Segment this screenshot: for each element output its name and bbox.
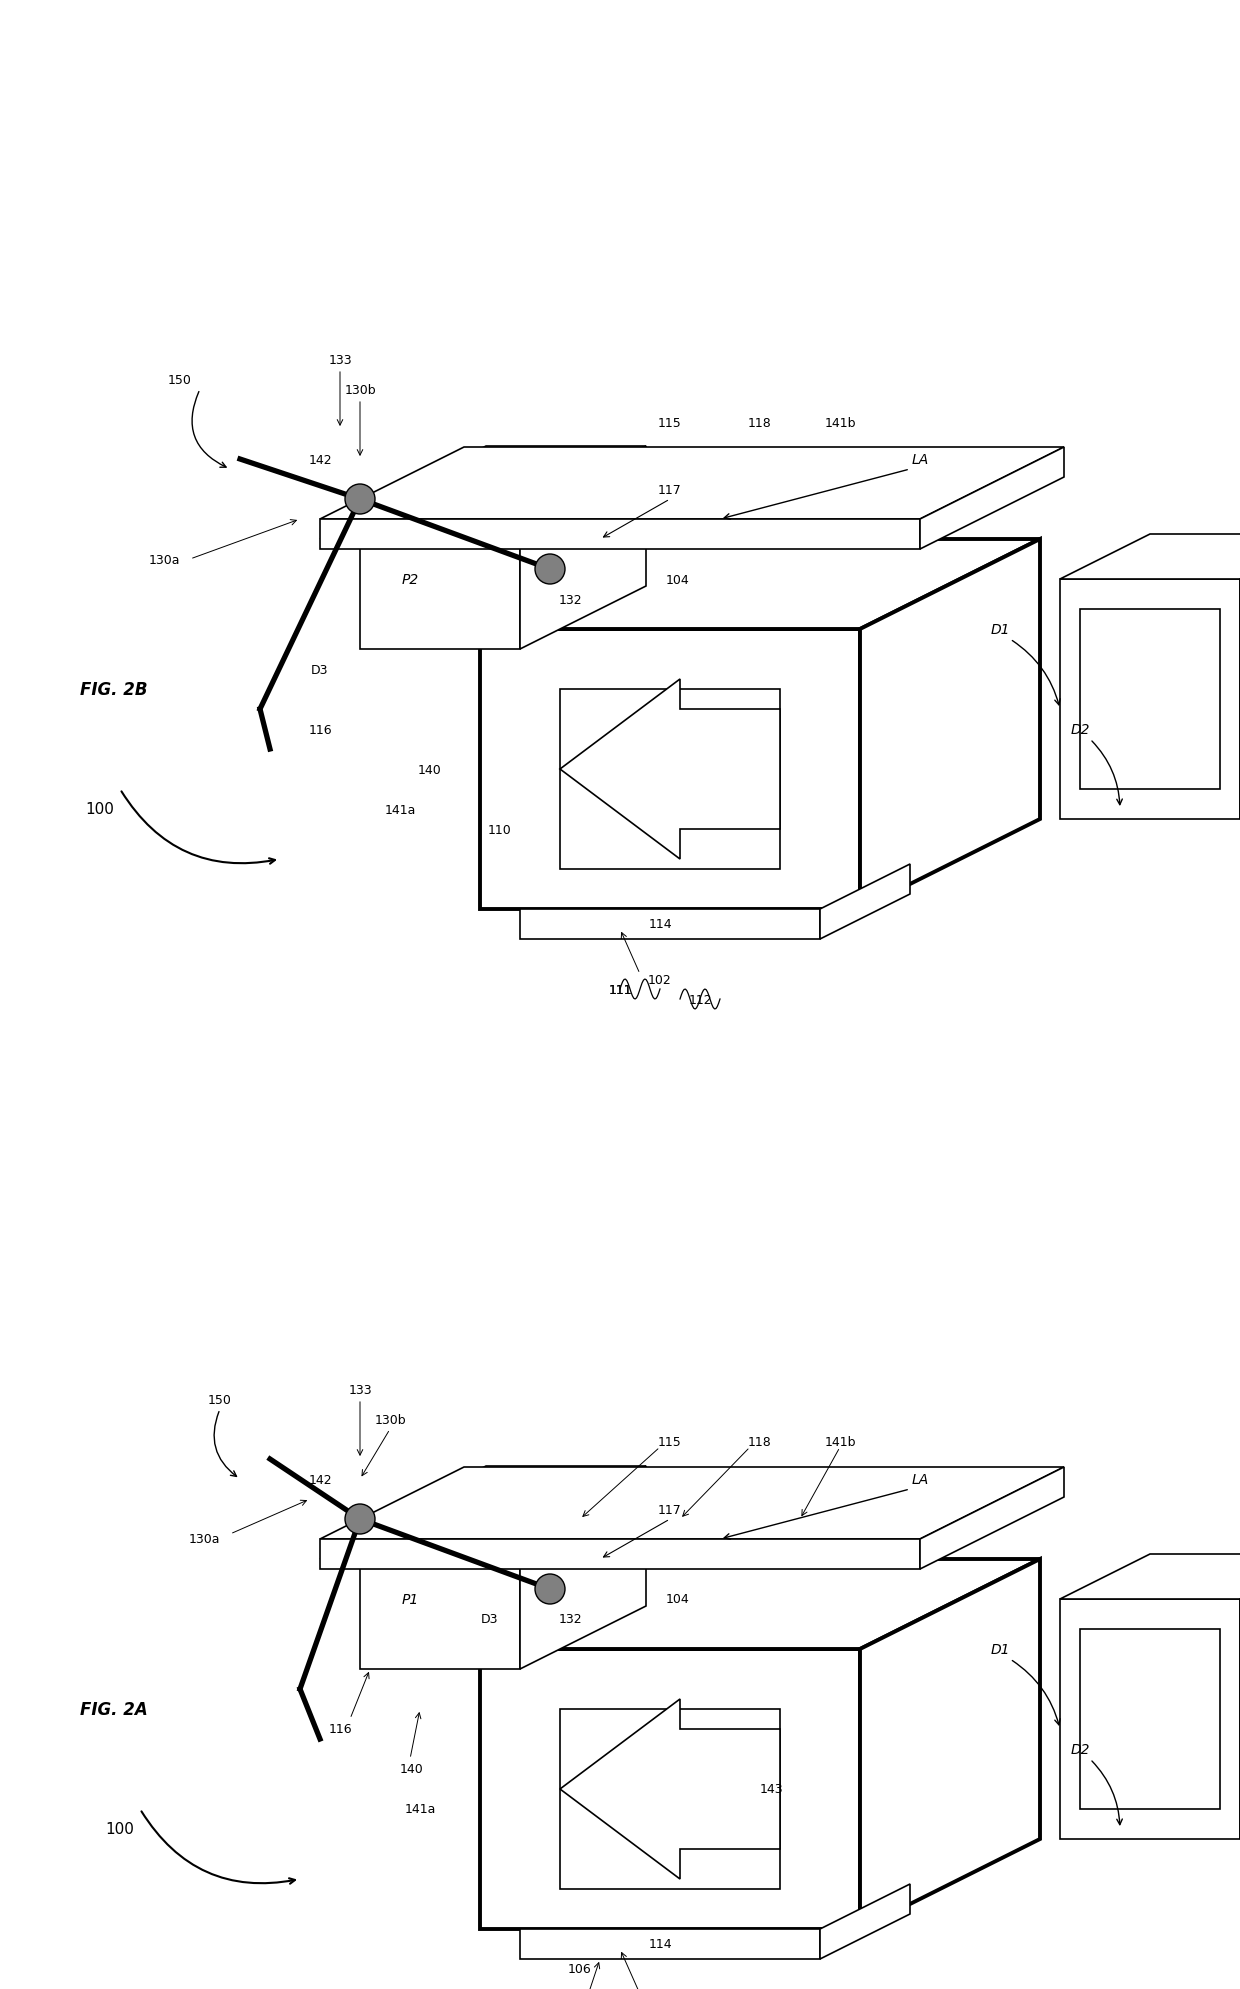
Circle shape (345, 1504, 374, 1534)
Polygon shape (560, 1709, 780, 1890)
Text: 132: 132 (558, 593, 582, 607)
Text: 142: 142 (309, 453, 332, 465)
Text: P1: P1 (402, 1593, 419, 1607)
Circle shape (345, 485, 374, 515)
Polygon shape (520, 1929, 820, 1959)
Polygon shape (560, 680, 780, 859)
Text: 150: 150 (208, 1392, 232, 1406)
Polygon shape (320, 1539, 920, 1569)
Text: 112: 112 (688, 993, 712, 1006)
Text: D1: D1 (991, 1643, 1009, 1657)
Text: 132: 132 (558, 1613, 582, 1625)
Text: 100: 100 (105, 1822, 134, 1836)
Text: 130b: 130b (374, 1412, 405, 1426)
Text: 141b: 141b (825, 416, 856, 430)
Text: 118: 118 (748, 416, 771, 430)
Text: 141b: 141b (825, 1436, 856, 1448)
Text: D2: D2 (1070, 722, 1090, 736)
Text: 130a: 130a (188, 1534, 219, 1545)
Text: 140: 140 (418, 764, 441, 776)
Text: 106: 106 (568, 1963, 591, 1975)
Polygon shape (1060, 1553, 1240, 1599)
Text: D3: D3 (481, 1613, 498, 1625)
Text: 110: 110 (489, 823, 512, 835)
Polygon shape (820, 865, 910, 939)
Polygon shape (480, 539, 1040, 631)
Polygon shape (1080, 1629, 1220, 1810)
Text: 115: 115 (658, 416, 682, 430)
Polygon shape (820, 1884, 910, 1959)
Polygon shape (1060, 535, 1240, 579)
Text: 117: 117 (658, 1504, 682, 1516)
Polygon shape (480, 1649, 861, 1929)
Polygon shape (920, 1468, 1064, 1569)
Text: 140: 140 (401, 1762, 424, 1776)
Text: 133: 133 (329, 354, 352, 366)
Polygon shape (360, 509, 520, 650)
Text: 100: 100 (86, 802, 114, 817)
Text: P2: P2 (402, 573, 419, 587)
Polygon shape (320, 1514, 1011, 1559)
Text: 111: 111 (608, 983, 632, 996)
Text: LA: LA (911, 1472, 929, 1486)
Text: 130a: 130a (149, 553, 180, 567)
Text: 141a: 141a (404, 1802, 435, 1816)
Text: 116: 116 (329, 1722, 352, 1736)
Polygon shape (861, 539, 1040, 909)
Text: 114: 114 (649, 1937, 672, 1951)
Circle shape (534, 1573, 565, 1605)
Polygon shape (560, 690, 780, 869)
Text: D1: D1 (991, 623, 1009, 636)
Polygon shape (1060, 579, 1240, 819)
Text: 116: 116 (309, 724, 332, 736)
Polygon shape (861, 1559, 1040, 1929)
Text: 142: 142 (309, 1472, 332, 1486)
Polygon shape (360, 448, 646, 509)
Polygon shape (520, 909, 820, 939)
Text: FIG. 2B: FIG. 2B (81, 680, 148, 698)
Text: 114: 114 (649, 919, 672, 931)
Text: 143: 143 (760, 1782, 784, 1796)
Polygon shape (480, 631, 861, 909)
Polygon shape (320, 1468, 1064, 1539)
Text: D3: D3 (311, 662, 329, 676)
Text: 133: 133 (348, 1382, 372, 1396)
Polygon shape (360, 1466, 646, 1530)
Polygon shape (1080, 611, 1220, 790)
Polygon shape (1060, 1599, 1240, 1840)
Text: 141a: 141a (384, 804, 415, 815)
Polygon shape (320, 448, 1064, 519)
Polygon shape (520, 448, 646, 650)
Text: FIG. 2A: FIG. 2A (81, 1701, 148, 1718)
Text: 104: 104 (666, 1593, 689, 1605)
Text: 118: 118 (748, 1436, 771, 1448)
Circle shape (534, 555, 565, 585)
Polygon shape (320, 495, 1011, 539)
Text: D2: D2 (1070, 1742, 1090, 1756)
Text: 117: 117 (658, 483, 682, 495)
Polygon shape (360, 1530, 520, 1669)
Polygon shape (920, 448, 1064, 549)
Text: 104: 104 (666, 573, 689, 587)
Polygon shape (480, 1559, 1040, 1649)
Text: 150: 150 (169, 374, 192, 386)
Text: LA: LA (911, 453, 929, 467)
Polygon shape (320, 519, 920, 549)
Text: 115: 115 (658, 1436, 682, 1448)
Text: 102: 102 (649, 973, 672, 987)
Text: 111: 111 (608, 983, 632, 996)
Polygon shape (520, 1466, 646, 1669)
Text: 130b: 130b (345, 384, 376, 396)
Polygon shape (560, 1699, 780, 1880)
